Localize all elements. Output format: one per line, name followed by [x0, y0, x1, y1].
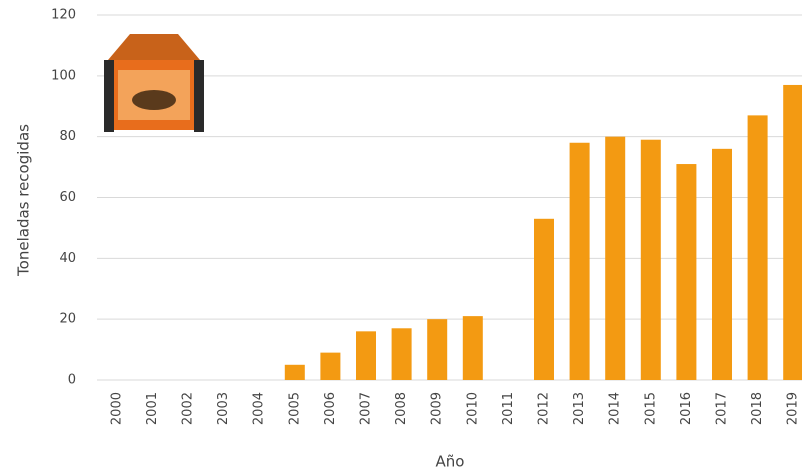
y-tick-label: 80	[59, 129, 76, 144]
bar	[605, 136, 626, 380]
product-image	[104, 34, 204, 134]
x-tick-label: 2006	[323, 392, 338, 425]
x-tick-label: 2002	[181, 392, 196, 425]
bar	[462, 316, 483, 380]
bar	[712, 148, 732, 380]
y-tick-label: 0	[68, 373, 76, 388]
bar	[320, 352, 341, 380]
x-axis-title: Año	[436, 453, 465, 471]
bar	[534, 218, 554, 380]
x-tick-label: 2009	[430, 392, 445, 425]
x-tick-label: 2008	[394, 392, 409, 425]
bar	[427, 319, 448, 380]
y-tick-label: 100	[51, 68, 76, 83]
x-tick-label: 2001	[145, 392, 160, 425]
x-tick-label: 2005	[287, 392, 302, 425]
bar	[747, 115, 768, 380]
x-tick-label: 2015	[643, 392, 658, 425]
y-axis-title: Toneladas recogidas	[15, 124, 33, 277]
x-tick-label: 2019	[786, 392, 801, 425]
bar	[284, 364, 305, 380]
x-tick-label: 2018	[750, 392, 765, 425]
y-tick-label: 20	[59, 312, 76, 327]
x-tick-label: 2014	[608, 392, 623, 425]
y-tick-label: 60	[59, 190, 76, 205]
bar	[391, 328, 412, 380]
bar	[676, 164, 697, 380]
x-tick-label: 2010	[465, 392, 480, 425]
bar	[783, 84, 802, 380]
x-tick-label: 2011	[501, 392, 516, 425]
y-tick-label: 120	[51, 8, 76, 23]
x-tick-label: 2012	[537, 392, 552, 425]
bar	[569, 142, 590, 380]
x-tick-label: 2004	[252, 392, 267, 425]
bar	[356, 331, 376, 380]
bar	[640, 139, 661, 380]
x-tick-label: 2003	[216, 392, 231, 425]
x-tick-label: 2000	[109, 392, 124, 425]
x-tick-label: 2017	[715, 392, 730, 425]
x-tick-label: 2016	[679, 392, 694, 425]
x-tick-label: 2007	[359, 392, 374, 425]
y-tick-label: 40	[59, 251, 76, 266]
x-tick-label: 2013	[572, 392, 587, 425]
